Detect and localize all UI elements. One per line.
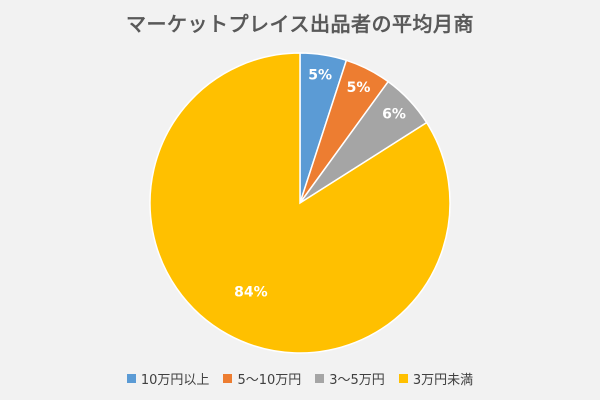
pie-slice-3man-miman (149, 52, 451, 354)
legend-item-3man-miman: 3万円未満 (398, 369, 474, 388)
legend-label-5-10man: 5～10万円 (237, 373, 302, 388)
legend: 10万円以上 5～10万円 3～5万円 3万円未満 (0, 369, 600, 388)
legend-label-3-5man: 3～5万円 (329, 373, 385, 388)
legend-swatch-10man-ijou (126, 374, 136, 383)
chart-title: マーケットプレイス出品者の平均月商 (126, 12, 474, 36)
legend-label-3man-miman: 3万円未満 (412, 373, 474, 388)
legend-label-10man-ijou: 10万円以上 (140, 373, 210, 388)
legend-swatch-3man-miman (398, 374, 408, 383)
data-label-5-10man: 5% (347, 80, 371, 96)
legend-swatch-5-10man (223, 374, 233, 383)
data-label-3-5man: 6% (382, 107, 406, 123)
data-label-10man-ijou: 5% (308, 68, 332, 84)
data-label-3man-miman: 84% (234, 284, 268, 300)
legend-item-10man-ijou: 10万円以上 (126, 369, 210, 388)
legend-swatch-3-5man (315, 374, 325, 383)
legend-item-5-10man: 5～10万円 (223, 369, 301, 388)
legend-item-3-5man: 3～5万円 (315, 369, 385, 388)
